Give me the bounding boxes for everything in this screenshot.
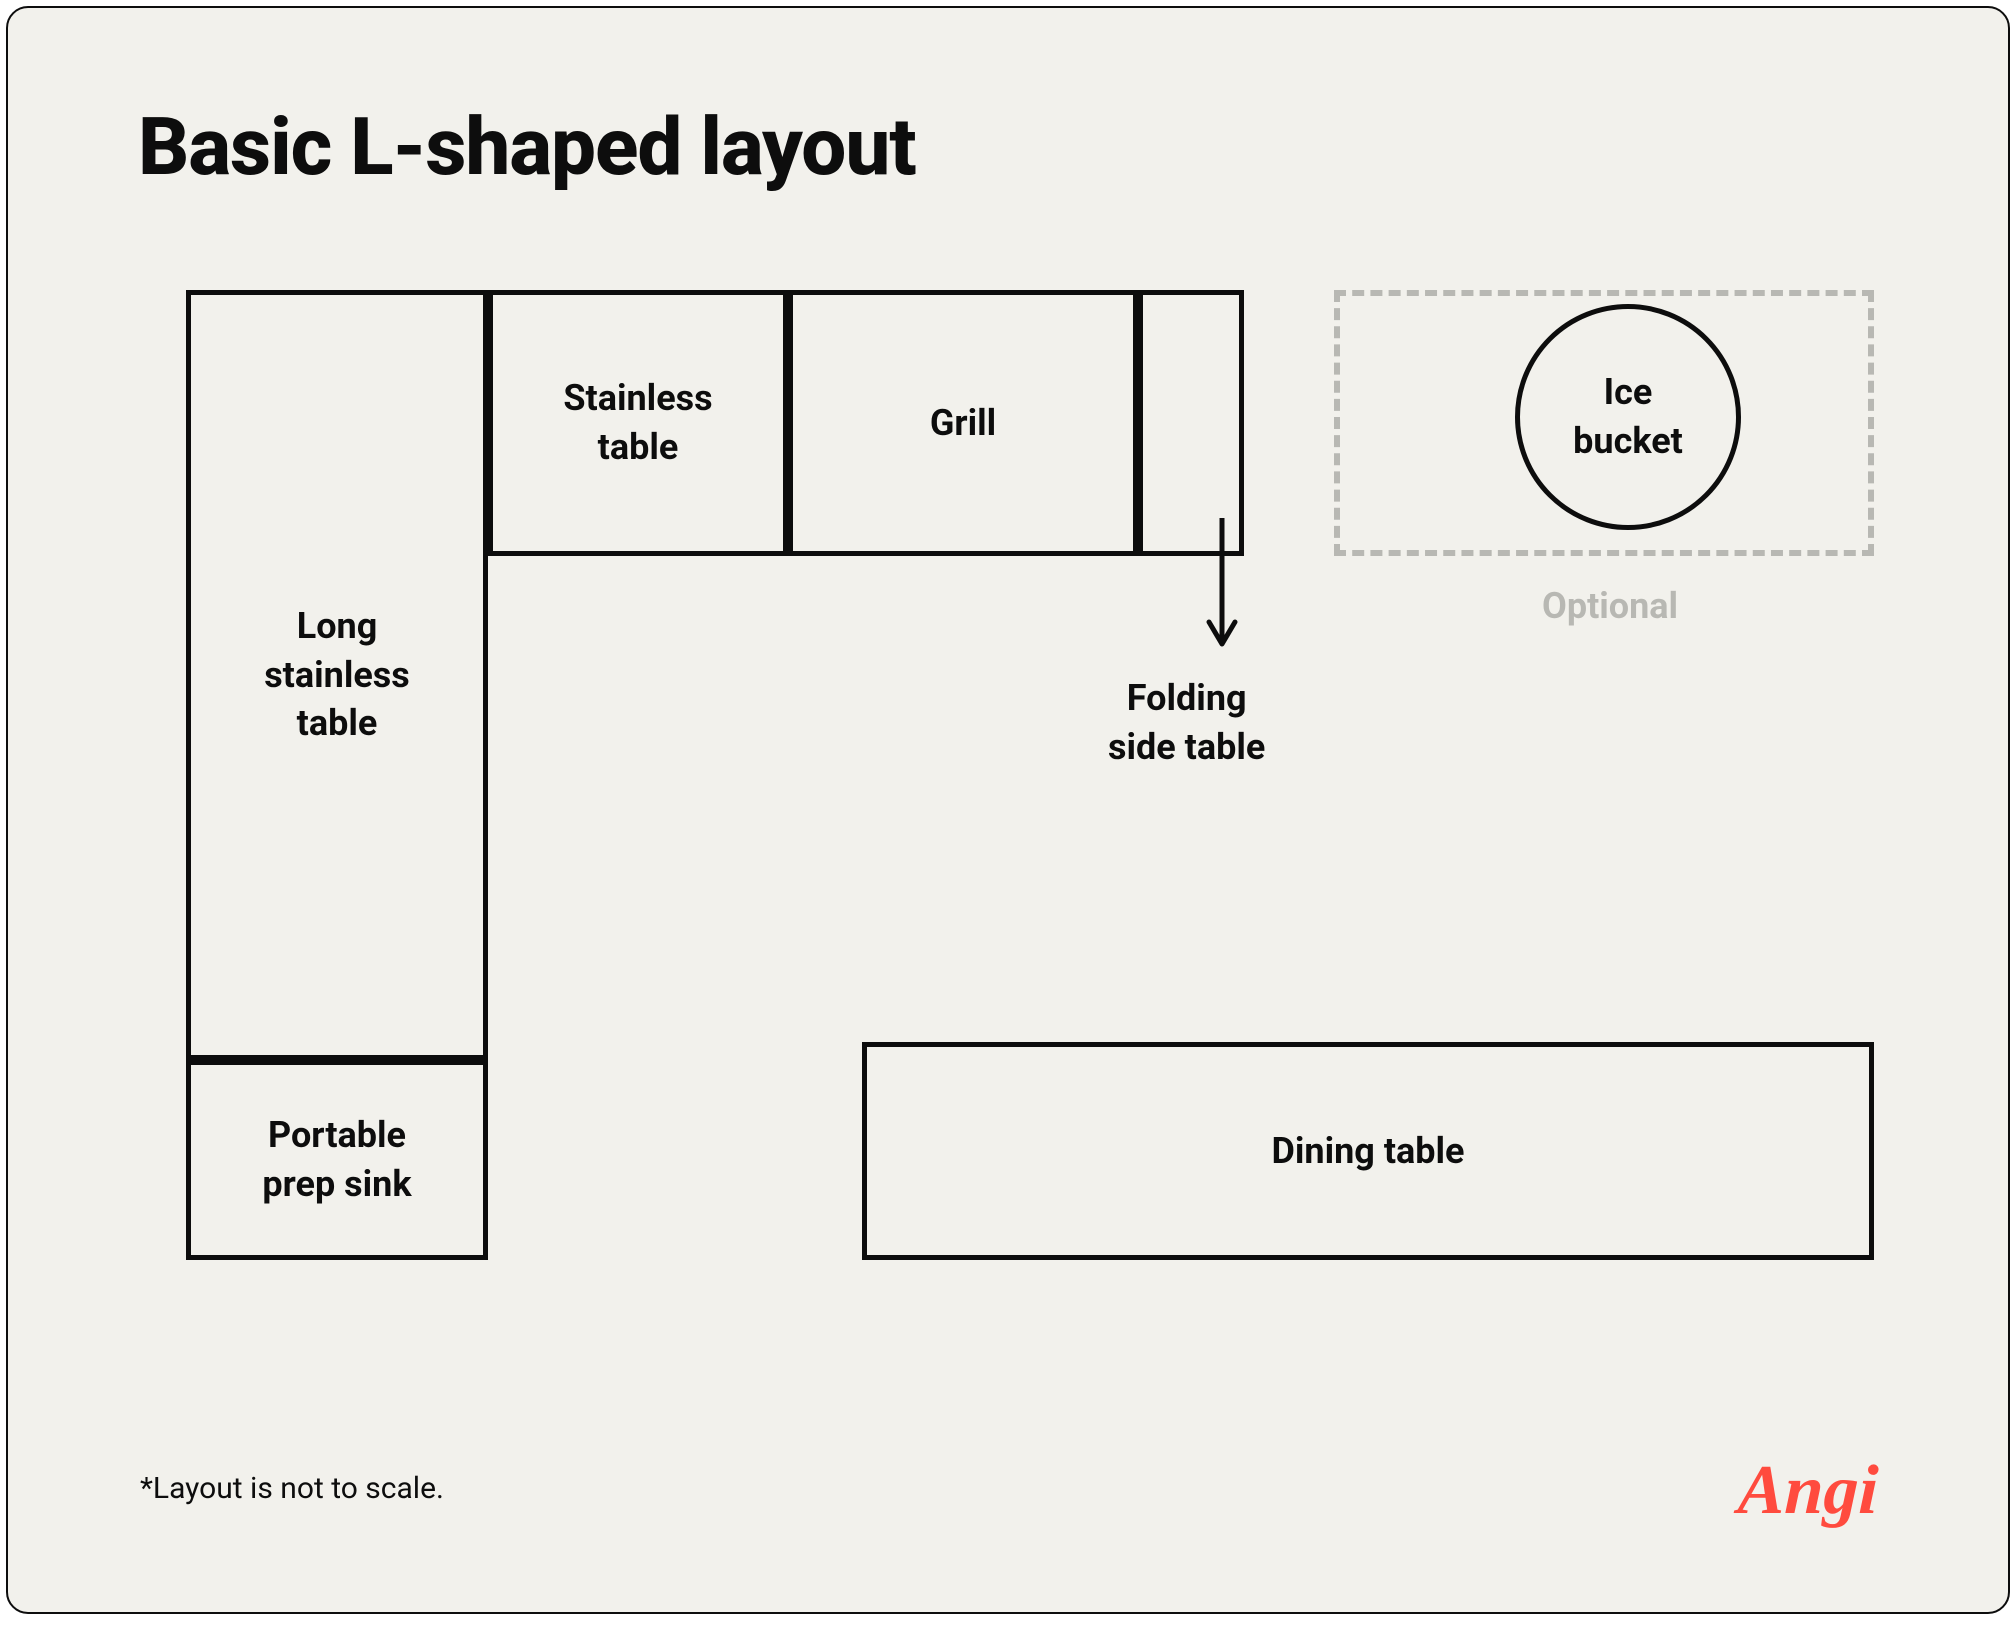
label-long-stainless-table: Longstainlesstable — [264, 602, 410, 748]
label-portable-prep-sink: Portableprep sink — [262, 1111, 411, 1208]
layout-card: Basic L-shaped layout Longstainlesstable… — [6, 6, 2010, 1614]
circle-ice-bucket: Icebucket — [1515, 304, 1741, 530]
box-folding-side-table — [1138, 290, 1244, 556]
brand-logo: Angi — [1737, 1456, 1880, 1526]
arrow-folding-side — [1196, 518, 1248, 666]
label-folding-side-table: Foldingside table — [1108, 674, 1265, 771]
label-optional: Optional — [1542, 582, 1678, 631]
label-grill: Grill — [930, 399, 996, 448]
box-portable-prep-sink: Portableprep sink — [186, 1060, 488, 1260]
label-stainless-table: Stainlesstable — [563, 374, 712, 471]
footnote: *Layout is not to scale. — [140, 1471, 444, 1506]
label-ice-bucket: Icebucket — [1573, 368, 1683, 465]
box-dining-table: Dining table — [862, 1042, 1874, 1260]
label-dining-table: Dining table — [1272, 1127, 1465, 1176]
box-grill: Grill — [788, 290, 1138, 556]
diagram-canvas: Longstainlesstable Portableprep sink Sta… — [8, 8, 2008, 1612]
box-stainless-table: Stainlesstable — [488, 290, 788, 556]
box-long-stainless-table: Longstainlesstable — [186, 290, 488, 1060]
